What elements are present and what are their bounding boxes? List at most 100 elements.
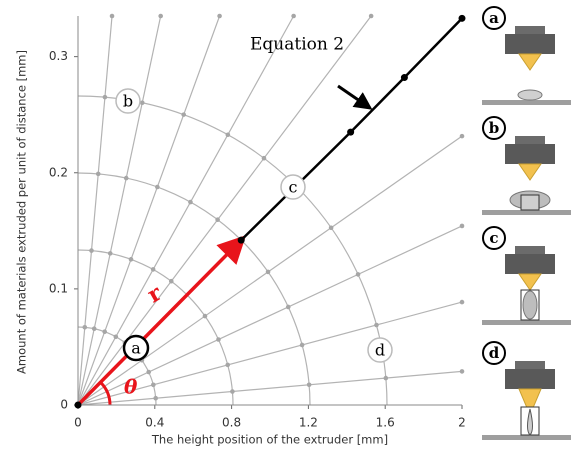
- grid-node: [139, 100, 145, 106]
- x-tick-label: 0.4: [145, 416, 164, 430]
- bed: [482, 100, 571, 105]
- grid-node: [102, 94, 108, 100]
- grid-node: [265, 269, 271, 275]
- series-point: [458, 14, 466, 22]
- grid-node: [113, 334, 119, 340]
- grid-node: [459, 369, 465, 374]
- head-body: [505, 369, 555, 389]
- grid-node: [215, 217, 220, 223]
- nozzle: [518, 388, 542, 417]
- grid-node: [202, 313, 208, 319]
- extruder-panels: a b c d: [482, 6, 571, 440]
- grid-node: [153, 395, 159, 401]
- angle-arc: [99, 381, 112, 406]
- grid-ray: [77, 15, 162, 406]
- grid-node: [89, 248, 94, 253]
- annotation-arrow: [337, 84, 373, 110]
- grid-ray: [77, 301, 463, 406]
- head-body: [505, 254, 555, 274]
- angle-label: θ: [124, 375, 138, 399]
- grid-node: [216, 337, 221, 342]
- head-cap: [515, 246, 545, 254]
- region-label: a: [131, 339, 141, 358]
- grid-node: [299, 342, 305, 348]
- grid-node: [181, 112, 186, 117]
- head-cap: [515, 136, 545, 144]
- region-marker: [280, 174, 306, 200]
- grid-node: [151, 382, 156, 388]
- grid-node: [383, 375, 389, 381]
- grid-node: [128, 257, 134, 262]
- grid-node: [188, 199, 193, 205]
- grid-node: [158, 13, 163, 19]
- grid-node: [155, 184, 160, 190]
- region-marker: [115, 88, 141, 114]
- panel-badge: [482, 116, 506, 140]
- grid-node: [225, 362, 231, 368]
- bed: [482, 210, 571, 215]
- grid-ray: [77, 15, 113, 406]
- head-body: [505, 144, 555, 164]
- head-cap: [515, 26, 545, 34]
- x-axis-label: The height position of the extruder [mm]: [151, 433, 388, 447]
- grid-node: [261, 155, 267, 161]
- bead: [527, 408, 533, 436]
- nozzle: [518, 53, 542, 71]
- nozzle: [518, 163, 542, 181]
- x-tick-label: 1.6: [376, 416, 395, 430]
- grid-node: [107, 251, 113, 256]
- grid-ray: [77, 225, 463, 406]
- bed: [482, 320, 571, 325]
- grid-ray: [77, 370, 463, 406]
- grid-node: [230, 389, 235, 394]
- grid-node: [168, 278, 174, 284]
- panel-label: a: [489, 9, 499, 27]
- region-marker: [122, 334, 150, 362]
- series-point: [400, 74, 408, 82]
- origin-point: [74, 401, 82, 409]
- region-marker: [367, 337, 393, 363]
- vector-r: [76, 235, 247, 407]
- grid-node: [225, 132, 231, 138]
- grid-ray: [77, 15, 295, 406]
- bead: [517, 89, 543, 101]
- bead: [522, 290, 538, 320]
- series-point: [347, 128, 355, 136]
- x-tick-label: 0: [74, 416, 82, 430]
- grid-node: [146, 369, 151, 375]
- grid-node: [123, 175, 129, 181]
- grid-node: [355, 272, 361, 277]
- y-axis-label: Amount of materials extruded per unit of…: [15, 50, 29, 374]
- grid-node: [459, 299, 465, 305]
- panel-badge: [482, 6, 506, 30]
- region-label: b: [123, 92, 133, 111]
- region-label: c: [289, 178, 298, 197]
- grid-node: [150, 267, 156, 272]
- grid-ray: [77, 15, 221, 406]
- grid-node: [328, 225, 334, 231]
- grid-node: [109, 13, 115, 19]
- bed: [482, 435, 571, 440]
- y-tick-label: 0.3: [49, 49, 68, 63]
- x-tick-label: 2: [458, 416, 466, 430]
- grid-node: [285, 304, 291, 310]
- grid-node: [291, 13, 296, 19]
- series-point: [237, 236, 245, 244]
- y-tick-label: 0.1: [49, 281, 68, 295]
- y-tick-label: 0: [60, 398, 68, 412]
- head-cap: [515, 361, 545, 369]
- grid-node: [217, 13, 222, 19]
- x-tick-label: 1.2: [299, 416, 318, 430]
- panel-label: b: [489, 119, 500, 137]
- panel-label: d: [489, 344, 500, 362]
- region-label: d: [375, 341, 385, 360]
- panel-label: c: [489, 229, 498, 247]
- grid-node: [374, 322, 379, 328]
- grid-node: [91, 326, 97, 332]
- y-tick-label: 0.2: [49, 165, 68, 179]
- panel-badge: [482, 226, 506, 250]
- grid-node: [95, 171, 101, 177]
- panel-badge: [482, 341, 506, 365]
- x-tick-label: 0.8: [222, 416, 241, 430]
